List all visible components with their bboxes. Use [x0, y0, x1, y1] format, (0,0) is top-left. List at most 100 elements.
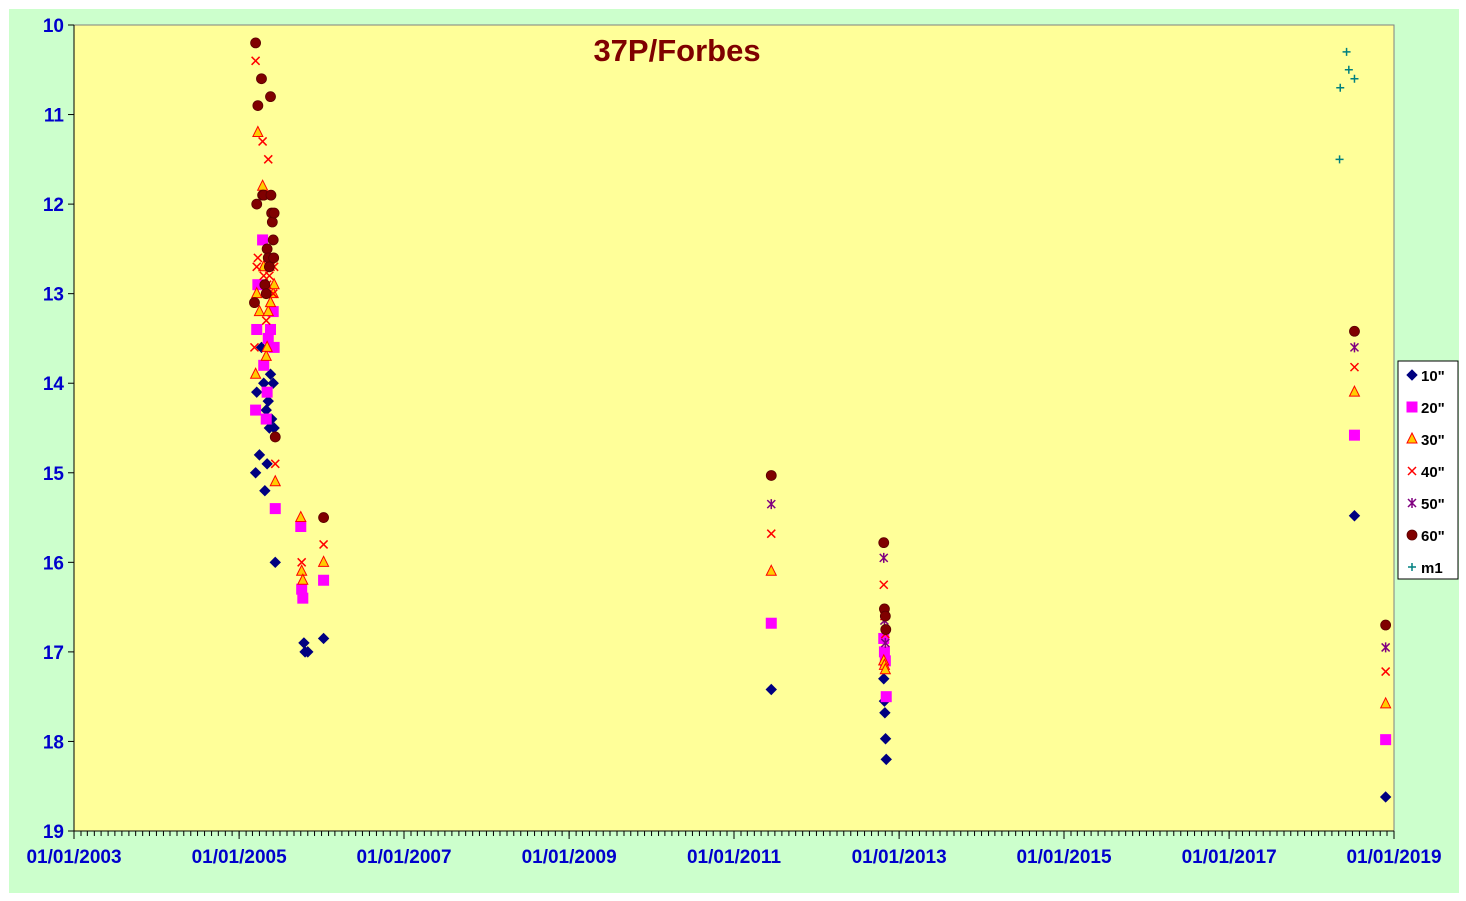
- data-point: [879, 580, 889, 590]
- data-point: [251, 56, 261, 66]
- legend-marker: [1406, 369, 1418, 381]
- legend-marker: [1406, 431, 1418, 444]
- legend: 10" 20" 30" 40" 50" 60" m1: [1397, 360, 1459, 580]
- data-point: [880, 637, 890, 648]
- data-point: [263, 261, 275, 273]
- x-tick-label: 01/01/2015: [1016, 847, 1112, 868]
- data-point: [264, 368, 277, 380]
- legend-entry: 20": [1421, 400, 1445, 417]
- data-point: [765, 683, 777, 696]
- data-point: [295, 564, 308, 576]
- data-point: [251, 323, 263, 335]
- data-point: [249, 467, 262, 479]
- data-point: [269, 431, 281, 443]
- data-point: [252, 100, 264, 111]
- data-point: [765, 617, 777, 629]
- data-point: [250, 286, 263, 299]
- data-point: [261, 458, 273, 470]
- data-point: [250, 404, 262, 416]
- data-point: [879, 662, 892, 675]
- legend-entry: 10": [1421, 368, 1445, 385]
- legend-entry: 30": [1421, 432, 1445, 449]
- data-point: [1349, 325, 1360, 337]
- data-point: [880, 753, 892, 766]
- data-point: [1379, 791, 1392, 803]
- data-point: [765, 564, 778, 576]
- legend-marker: [1408, 563, 1416, 571]
- x-tick-label: 01/01/2011: [687, 847, 781, 868]
- x-tick-label: 01/01/2019: [1346, 847, 1441, 868]
- y-tick-label: 11: [44, 106, 65, 127]
- y-tick-label: 10: [43, 16, 64, 37]
- y-tick-label: 19: [43, 822, 64, 843]
- y-tick-label: 16: [43, 553, 64, 574]
- data-point: [268, 277, 280, 290]
- y-tick-label: 17: [43, 643, 64, 664]
- data-point: [267, 234, 279, 246]
- data-point: [1342, 47, 1351, 56]
- data-point: [265, 323, 277, 335]
- x-tick-label: 01/01/2017: [1182, 847, 1277, 868]
- data-point: [253, 304, 266, 317]
- data-point: [879, 707, 891, 719]
- y-axis: 10 11 12 13 14 15 16 17 18 19: [43, 16, 75, 843]
- data-point: [264, 295, 277, 308]
- data-point: [261, 386, 273, 398]
- y-tick-label: 12: [43, 195, 64, 216]
- data-point: [1349, 362, 1360, 372]
- data-point: [1350, 74, 1359, 83]
- x-tick-label: 01/01/2013: [852, 847, 947, 868]
- data-point: [261, 316, 271, 326]
- data-point: [1335, 155, 1344, 164]
- data-point: [253, 449, 266, 461]
- data-point: [1348, 510, 1361, 522]
- data-point: [252, 125, 264, 137]
- data-point: [265, 91, 276, 103]
- data-point: [257, 234, 269, 246]
- data-point: [765, 470, 777, 481]
- legend-marker: [1407, 466, 1417, 476]
- data-point: [251, 198, 263, 210]
- legend-marker: [1406, 529, 1418, 541]
- series-3: [249, 125, 1392, 709]
- data-point: [297, 592, 309, 604]
- chart-title: 37P/Forbes: [593, 33, 760, 68]
- data-point: [270, 459, 280, 469]
- data-point: [318, 574, 330, 586]
- data-point: [1379, 696, 1392, 709]
- data-point: [268, 207, 280, 219]
- data-point: [266, 216, 278, 228]
- data-point: [879, 552, 889, 563]
- data-point: [1348, 429, 1360, 441]
- data-point: [318, 512, 329, 523]
- data-point: [269, 503, 281, 515]
- data-point: [258, 359, 270, 371]
- data-point: [766, 499, 776, 510]
- data-point: [1344, 65, 1353, 74]
- data-point: [766, 529, 776, 539]
- data-point: [268, 252, 280, 264]
- data-point: [878, 537, 890, 549]
- data-point: [253, 253, 263, 263]
- legend-marker: [1407, 498, 1417, 508]
- legend-box: [1397, 360, 1459, 580]
- data-point: [1381, 642, 1391, 653]
- data-point: [317, 632, 330, 645]
- data-point: [250, 37, 262, 49]
- x-tick-label: 01/01/2009: [522, 847, 617, 868]
- data-point: [1380, 734, 1392, 746]
- x-tick-label: 01/01/2007: [356, 847, 451, 868]
- data-point: [259, 484, 271, 497]
- data-point: [879, 610, 891, 622]
- y-tick-label: 14: [43, 374, 65, 395]
- data-point: [259, 279, 271, 291]
- data-point: [269, 474, 282, 487]
- x-axis: 01/01/2003 01/01/2005 01/01/2007 01/01/2009…: [26, 830, 1442, 868]
- y-tick-label: 15: [43, 464, 65, 485]
- data-point: [1336, 83, 1345, 92]
- data-point: [261, 340, 273, 352]
- data-point: [302, 646, 314, 658]
- data-point: [260, 288, 272, 300]
- chart-area: 10 11 12 13 14 15 16 17 18 19 01/01/2003 01/01/200…: [9, 9, 1459, 893]
